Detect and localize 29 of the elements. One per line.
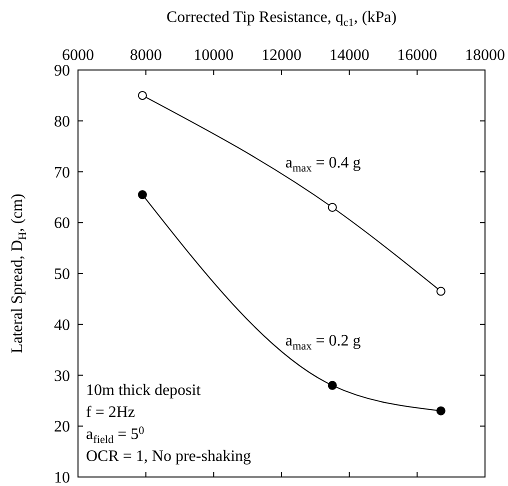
point — [436, 286, 446, 296]
y-tick-label: 90 — [54, 62, 70, 80]
x-tick-label: 18000 — [465, 47, 505, 64]
point — [436, 406, 446, 416]
point — [138, 90, 147, 100]
annotation: OCR = 1, No pre-shaking — [86, 448, 252, 465]
point — [328, 380, 337, 390]
series-label: a$_{max}$ = 0.4 g — [285, 154, 361, 174]
y-tick-label: 70 — [54, 164, 70, 182]
annotation: f = 2Hz — [86, 404, 136, 421]
annotation: 10m thick deposit — [86, 382, 202, 399]
x-tick-label: 12000 — [262, 47, 302, 64]
y-tick-label: 10 — [54, 470, 70, 486]
point — [138, 190, 147, 200]
x-tick-label: 6000 — [62, 47, 94, 64]
y-tick-label: 50 — [54, 266, 70, 284]
y-tick-label: 80 — [54, 113, 70, 130]
x-axis-title: Corrected Tip Resistance, q$_{c1}$, (kPa) — [166, 9, 397, 29]
y-tick-label: 20 — [54, 418, 70, 436]
x-tick-label: 10000 — [194, 47, 234, 64]
x-tick-label: 16000 — [397, 47, 438, 64]
annotation: a$_{field}$ = 5$^{0}$ — [86, 424, 145, 446]
y-tick-label: 30 — [54, 368, 70, 385]
series-label: a$_{max}$ = 0.2 g — [285, 332, 361, 352]
x-tick-label: 14000 — [329, 47, 370, 64]
y-tick-label: 60 — [54, 215, 70, 232]
x-tick-label: 8000 — [130, 47, 162, 64]
y-tick-label: 40 — [54, 316, 70, 334]
point — [328, 202, 337, 212]
